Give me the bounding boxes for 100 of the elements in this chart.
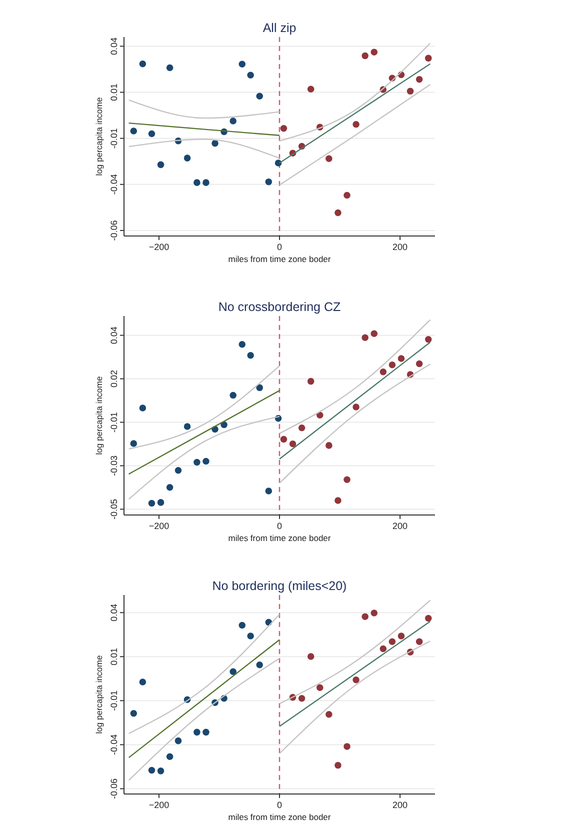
point bbox=[380, 368, 387, 376]
point bbox=[326, 155, 332, 162]
y-axis-title: log percapita income bbox=[94, 655, 104, 734]
y-tick-label: -0.04 bbox=[109, 174, 119, 195]
point bbox=[316, 684, 324, 692]
point bbox=[388, 638, 396, 646]
point bbox=[202, 728, 210, 736]
point bbox=[184, 154, 191, 162]
point bbox=[265, 488, 272, 494]
y-tick-label: -0.01 bbox=[109, 128, 119, 149]
point bbox=[174, 466, 182, 474]
x-tick-label: 0 bbox=[276, 800, 282, 810]
point bbox=[398, 632, 405, 640]
y-tick-label: 0.02 bbox=[109, 370, 119, 388]
point bbox=[352, 120, 360, 128]
point bbox=[370, 48, 378, 56]
y-tick-label: 0.04 bbox=[109, 604, 119, 622]
point bbox=[230, 118, 236, 124]
point bbox=[230, 668, 236, 675]
point bbox=[307, 653, 314, 660]
x-tick-label: −200 bbox=[148, 521, 170, 531]
point bbox=[280, 125, 288, 132]
y-tick-label: -0.01 bbox=[109, 412, 119, 433]
point bbox=[344, 743, 350, 750]
point bbox=[352, 404, 360, 410]
point bbox=[334, 762, 342, 769]
x-axis-title: miles from time zone boder bbox=[228, 533, 331, 543]
point bbox=[157, 499, 164, 506]
point bbox=[416, 360, 423, 368]
y-tick-label: -0.05 bbox=[109, 498, 119, 520]
chart-title: No bordering (miles<20) bbox=[212, 579, 347, 593]
point bbox=[139, 60, 146, 68]
x-tick-label: −200 bbox=[148, 242, 170, 252]
point bbox=[380, 645, 387, 652]
y-tick-label: 0.04 bbox=[109, 37, 119, 55]
point bbox=[139, 404, 146, 412]
y-tick-label: -0.03 bbox=[109, 455, 119, 476]
point bbox=[194, 728, 200, 736]
point bbox=[238, 60, 246, 68]
point bbox=[212, 140, 218, 147]
point bbox=[202, 458, 210, 465]
point bbox=[416, 638, 423, 646]
point bbox=[247, 72, 254, 79]
point bbox=[157, 768, 164, 774]
y-axis-title: log percapita income bbox=[94, 376, 104, 455]
x-tick-label: 200 bbox=[392, 521, 408, 531]
y-tick-label: -0.06 bbox=[109, 778, 119, 799]
point bbox=[265, 178, 272, 186]
point bbox=[130, 128, 138, 134]
x-tick-label: 0 bbox=[276, 521, 282, 531]
point bbox=[256, 662, 263, 668]
y-tick-label: 0.01 bbox=[109, 84, 119, 102]
point bbox=[247, 632, 254, 640]
point bbox=[352, 676, 360, 684]
point bbox=[148, 766, 156, 774]
point bbox=[148, 500, 156, 507]
x-tick-label: 200 bbox=[392, 800, 408, 810]
y-tick-label: 0.01 bbox=[109, 648, 119, 666]
point bbox=[326, 711, 332, 718]
point bbox=[334, 209, 342, 216]
point bbox=[326, 442, 332, 449]
point bbox=[130, 440, 138, 447]
point bbox=[362, 613, 368, 620]
point bbox=[424, 336, 432, 343]
point bbox=[194, 458, 200, 466]
x-axis-title: miles from time zone boder bbox=[228, 812, 331, 822]
y-tick-label: -0.06 bbox=[109, 220, 119, 241]
point bbox=[256, 92, 263, 100]
point bbox=[166, 484, 174, 491]
point bbox=[334, 497, 342, 504]
x-tick-label: 200 bbox=[392, 242, 408, 252]
point bbox=[194, 179, 200, 186]
point bbox=[424, 614, 432, 622]
point bbox=[362, 334, 368, 342]
point bbox=[307, 378, 314, 385]
point bbox=[280, 436, 288, 443]
point bbox=[274, 160, 282, 166]
point bbox=[247, 352, 254, 359]
point bbox=[344, 192, 350, 199]
y-tick-label: -0.04 bbox=[109, 734, 119, 755]
point bbox=[256, 384, 263, 392]
x-tick-label: −200 bbox=[148, 800, 170, 810]
point bbox=[157, 161, 164, 168]
y-tick-label: 0.04 bbox=[109, 326, 119, 344]
point bbox=[148, 130, 156, 138]
point bbox=[424, 54, 432, 62]
point bbox=[416, 76, 423, 83]
y-tick-label: -0.01 bbox=[109, 690, 119, 711]
point bbox=[398, 355, 405, 362]
point bbox=[238, 622, 246, 629]
point bbox=[130, 710, 138, 717]
point bbox=[166, 753, 174, 760]
point bbox=[388, 362, 396, 368]
point bbox=[362, 52, 368, 60]
point bbox=[184, 423, 191, 430]
point bbox=[307, 86, 314, 93]
y-axis-title: log percapita income bbox=[94, 97, 104, 176]
point bbox=[370, 330, 378, 337]
chart-title: All zip bbox=[262, 21, 296, 35]
x-axis-title: miles from time zone boder bbox=[228, 254, 331, 264]
